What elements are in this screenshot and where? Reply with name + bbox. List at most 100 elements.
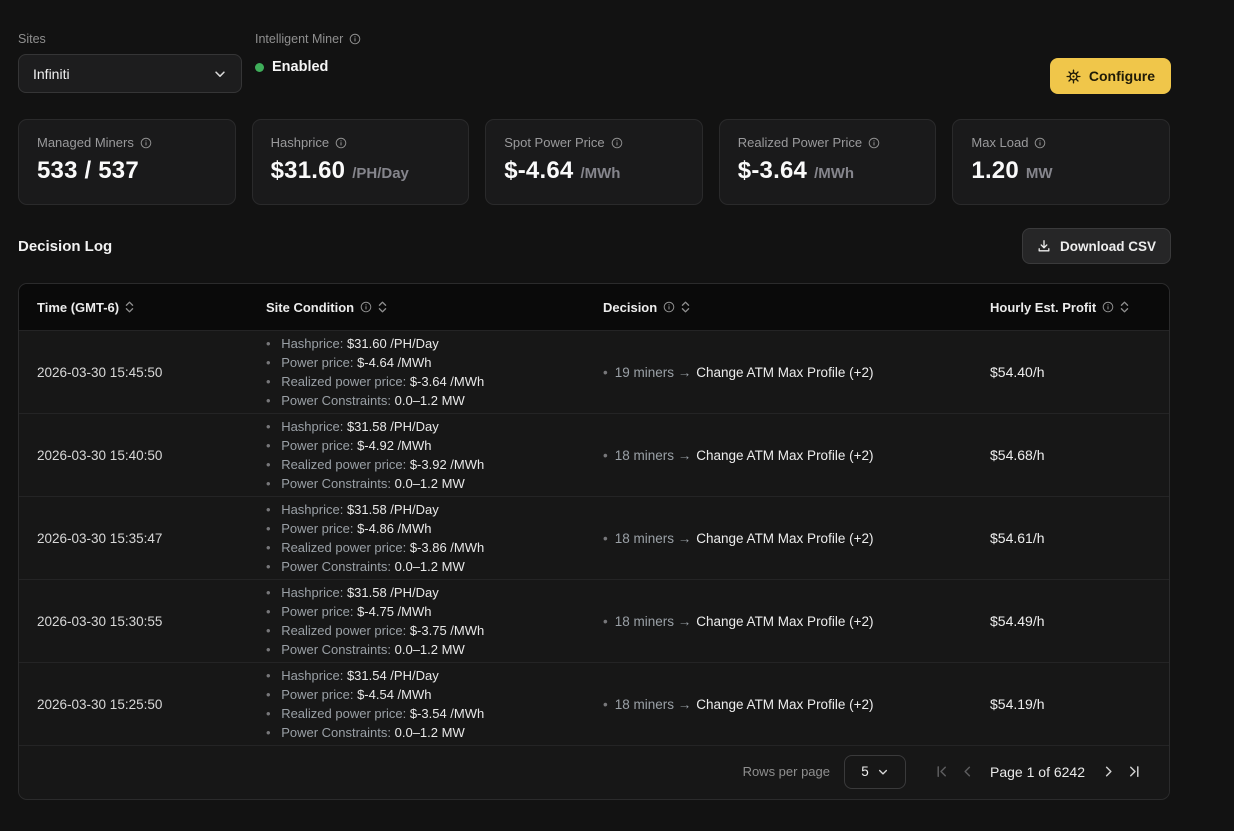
info-icon[interactable] <box>1034 137 1046 149</box>
stat-card: Hashprice $31.60 /PH/Day <box>252 119 470 205</box>
condition-label: Power Constraints: <box>281 725 394 740</box>
condition-value: $-3.75 /MWh <box>410 623 484 638</box>
condition-label: Realized power price: <box>281 457 410 472</box>
sort-icon[interactable] <box>1120 300 1129 314</box>
info-icon[interactable] <box>663 301 675 313</box>
condition-item: • Power price: $-4.75 /MWh <box>266 602 431 621</box>
info-icon[interactable] <box>335 137 347 149</box>
chevron-down-icon <box>213 67 227 81</box>
stat-label: Hashprice <box>271 135 451 150</box>
configure-button[interactable]: Configure <box>1050 58 1171 94</box>
download-csv-label: Download CSV <box>1060 239 1156 254</box>
condition-label: Hashprice: <box>281 585 347 600</box>
condition-item: • Hashprice: $31.58 /PH/Day <box>266 417 439 436</box>
chevron-down-icon <box>877 766 889 778</box>
table-row[interactable]: 2026-03-30 15:35:47 • Hashprice: $31.58 … <box>19 496 1169 579</box>
condition-label: Power Constraints: <box>281 559 394 574</box>
condition-item: • Hashprice: $31.60 /PH/Day <box>266 334 439 353</box>
stat-label: Managed Miners <box>37 135 217 150</box>
condition-value: $31.58 /PH/Day <box>347 585 439 600</box>
previous-page-button[interactable] <box>954 759 980 785</box>
time-cell: 2026-03-30 15:35:47 <box>19 497 248 579</box>
bullet-icon: • <box>266 687 271 702</box>
decision-prefix: 18 miners → <box>615 448 692 463</box>
bullet-icon: • <box>266 393 271 408</box>
column-header[interactable]: Hourly Est. Profit <box>972 284 1169 330</box>
condition-value: 0.0–1.2 MW <box>395 476 465 491</box>
sort-icon[interactable] <box>125 300 134 314</box>
condition-label: Hashprice: <box>281 502 347 517</box>
profit-cell: $54.19/h <box>972 663 1169 745</box>
time-cell: 2026-03-30 15:40:50 <box>19 414 248 496</box>
decision-action: Change ATM Max Profile (+2) <box>696 697 873 712</box>
condition-value: $-4.54 /MWh <box>357 687 431 702</box>
info-icon[interactable] <box>611 137 623 149</box>
bullet-icon: • <box>266 642 271 657</box>
configure-button-label: Configure <box>1089 68 1155 84</box>
stat-label: Realized Power Price <box>738 135 918 150</box>
condition-value: 0.0–1.2 MW <box>395 642 465 657</box>
condition-item: • Power Constraints: 0.0–1.2 MW <box>266 557 465 576</box>
condition-value: 0.0–1.2 MW <box>395 725 465 740</box>
condition-label: Power price: <box>281 687 357 702</box>
info-icon[interactable] <box>1102 301 1114 313</box>
stat-unit: /MWh <box>580 165 620 182</box>
site-condition-cell: • Hashprice: $31.54 /PH/Day • Power pric… <box>248 663 585 745</box>
bullet-icon: • <box>603 531 608 546</box>
info-icon[interactable] <box>349 33 361 45</box>
bullet-icon: • <box>266 374 271 389</box>
bullet-icon: • <box>603 448 608 463</box>
download-csv-button[interactable]: Download CSV <box>1022 228 1171 264</box>
table-row[interactable]: 2026-03-30 15:25:50 • Hashprice: $31.54 … <box>19 662 1169 745</box>
status-dot <box>255 63 264 72</box>
chevron-left-icon <box>960 764 975 779</box>
pagination-controls: Page 1 of 6242 <box>928 759 1147 785</box>
stat-unit: MW <box>1026 165 1053 182</box>
stat-unit: /PH/Day <box>352 165 409 182</box>
stat-card: Spot Power Price $-4.64 /MWh <box>485 119 703 205</box>
column-header-label: Time (GMT-6) <box>37 300 119 315</box>
condition-item: • Realized power price: $-3.54 /MWh <box>266 704 484 723</box>
condition-label: Realized power price: <box>281 540 410 555</box>
table-row[interactable]: 2026-03-30 15:30:55 • Hashprice: $31.58 … <box>19 579 1169 662</box>
column-header[interactable]: Site Condition <box>248 284 585 330</box>
bullet-icon: • <box>266 419 271 434</box>
column-header[interactable]: Decision <box>585 284 972 330</box>
condition-value: $-3.64 /MWh <box>410 374 484 389</box>
bullet-icon: • <box>603 614 608 629</box>
condition-value: $31.58 /PH/Day <box>347 502 439 517</box>
condition-item: • Power Constraints: 0.0–1.2 MW <box>266 391 465 410</box>
time-cell: 2026-03-30 15:25:50 <box>19 663 248 745</box>
decision-prefix: 19 miners → <box>615 365 692 380</box>
rows-per-page-select[interactable]: 5 <box>844 755 906 789</box>
condition-item: • Power Constraints: 0.0–1.2 MW <box>266 640 465 659</box>
profit-cell: $54.68/h <box>972 414 1169 496</box>
bullet-icon: • <box>266 623 271 638</box>
condition-item: • Power price: $-4.92 /MWh <box>266 436 431 455</box>
condition-label: Realized power price: <box>281 374 410 389</box>
chevron-right-icon <box>1101 764 1116 779</box>
condition-item: • Hashprice: $31.58 /PH/Day <box>266 500 439 519</box>
intelligent-miner-label-text: Intelligent Miner <box>255 32 343 46</box>
info-icon[interactable] <box>140 137 152 149</box>
info-icon[interactable] <box>360 301 372 313</box>
stat-label-text: Max Load <box>971 135 1028 150</box>
last-page-button[interactable] <box>1121 759 1147 785</box>
condition-item: • Power Constraints: 0.0–1.2 MW <box>266 474 465 493</box>
condition-value: $31.54 /PH/Day <box>347 668 439 683</box>
next-page-button[interactable] <box>1095 759 1121 785</box>
table-header-row: Time (GMT-6) Site Condition Decision Hou… <box>19 284 1169 330</box>
table-row[interactable]: 2026-03-30 15:45:50 • Hashprice: $31.60 … <box>19 330 1169 413</box>
first-page-button[interactable] <box>928 759 954 785</box>
condition-value: 0.0–1.2 MW <box>395 559 465 574</box>
info-icon[interactable] <box>868 137 880 149</box>
table-row[interactable]: 2026-03-30 15:40:50 • Hashprice: $31.58 … <box>19 413 1169 496</box>
sort-icon[interactable] <box>681 300 690 314</box>
bullet-icon: • <box>266 725 271 740</box>
sort-icon[interactable] <box>378 300 387 314</box>
bullet-icon: • <box>266 540 271 555</box>
status-text: Enabled <box>272 59 328 75</box>
column-header[interactable]: Time (GMT-6) <box>19 284 248 330</box>
condition-label: Power Constraints: <box>281 476 394 491</box>
site-select-dropdown[interactable]: Infiniti <box>18 54 242 93</box>
